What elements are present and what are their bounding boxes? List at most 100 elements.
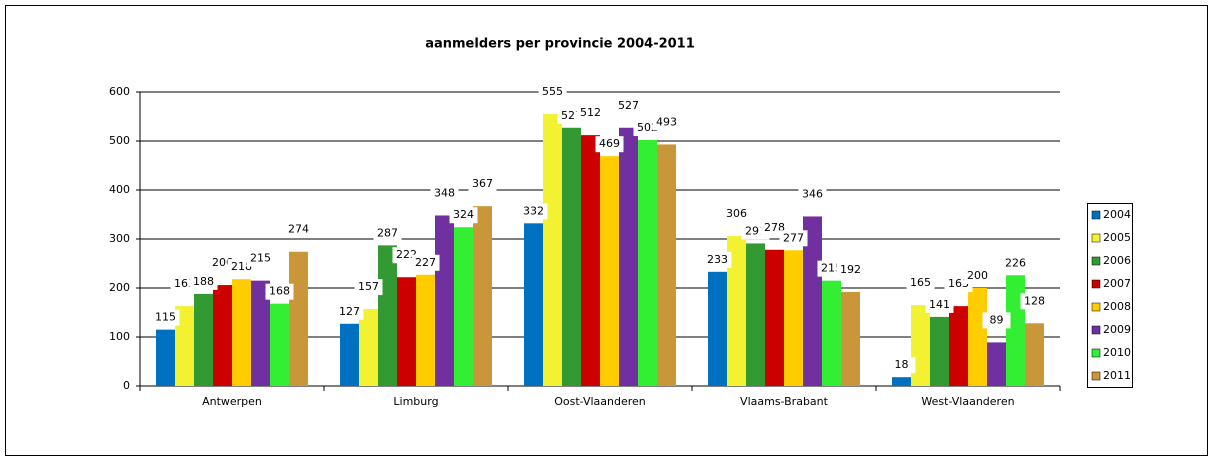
data-label-bg — [779, 230, 808, 247]
data-label-bg — [595, 136, 624, 153]
bar — [232, 279, 251, 386]
data-label: 157 — [358, 280, 379, 293]
data-label: 332 — [523, 204, 544, 217]
legend-swatch — [1091, 371, 1101, 381]
data-label: 277 — [783, 231, 804, 244]
bar — [803, 216, 822, 386]
bar — [727, 236, 746, 386]
data-label: 555 — [542, 85, 563, 98]
data-label-bg — [430, 185, 459, 202]
y-tick-label: 300 — [109, 232, 130, 245]
legend-swatch — [1091, 256, 1101, 266]
legend-label: 2010 — [1103, 346, 1131, 359]
bar — [270, 303, 289, 386]
bar — [581, 135, 600, 386]
bar — [1006, 275, 1025, 386]
data-label: 226 — [1005, 256, 1026, 269]
data-label: 306 — [726, 207, 747, 220]
bar — [638, 140, 657, 386]
data-label: 512 — [580, 106, 601, 119]
legend-swatch — [1091, 325, 1101, 335]
data-label: 89 — [990, 313, 1004, 326]
y-tick-label: 400 — [109, 183, 130, 196]
data-label: 367 — [472, 177, 493, 190]
x-tick-label: Vlaams-Brabant — [740, 395, 829, 408]
data-label-bg — [906, 275, 935, 292]
data-label: 233 — [707, 253, 728, 266]
bar — [968, 288, 987, 386]
bar — [892, 377, 911, 386]
data-label-bg — [284, 221, 313, 238]
legend-label: 2008 — [1103, 300, 1131, 313]
data-label: 188 — [193, 275, 214, 288]
data-label: 493 — [656, 115, 677, 128]
data-label-bg — [449, 207, 478, 224]
bar — [841, 291, 860, 386]
bar — [194, 293, 213, 386]
y-tick-label: 100 — [109, 330, 130, 343]
legend-label: 2007 — [1103, 277, 1131, 290]
bar — [251, 280, 270, 386]
data-label-bg — [1001, 255, 1030, 272]
bar — [600, 156, 619, 386]
bar — [822, 280, 841, 386]
data-label-bg — [468, 176, 497, 193]
bar — [340, 323, 359, 386]
data-label-bg — [722, 206, 751, 223]
legend-swatch — [1091, 348, 1101, 358]
data-label-bg — [703, 251, 732, 268]
data-label-bg — [538, 84, 567, 101]
bar — [175, 306, 194, 386]
data-label-bg — [335, 303, 364, 320]
y-tick-label: 600 — [109, 85, 130, 98]
x-tick-label: West-Vlaanderen — [921, 395, 1014, 408]
data-label-bg — [576, 105, 605, 122]
y-tick-label: 500 — [109, 134, 130, 147]
data-label: 192 — [840, 263, 861, 276]
data-label: 469 — [599, 137, 620, 150]
bar — [524, 223, 543, 386]
legend-label: 2006 — [1103, 254, 1131, 267]
data-label-bg — [373, 225, 402, 242]
legend-swatch — [1091, 210, 1101, 220]
data-label: 165 — [910, 276, 931, 289]
data-label: 274 — [288, 223, 309, 236]
bar — [359, 309, 378, 386]
bar — [708, 271, 727, 386]
bar — [562, 127, 581, 387]
bar — [619, 127, 638, 387]
data-label-bg — [982, 312, 1011, 329]
x-tick-label: Oost-Vlaanderen — [554, 395, 646, 408]
data-label: 168 — [269, 285, 290, 298]
data-label: 346 — [802, 187, 823, 200]
data-label-bg — [265, 283, 294, 300]
bar — [1025, 323, 1044, 386]
bar — [435, 215, 454, 386]
data-label: 348 — [434, 186, 455, 199]
data-label: 141 — [929, 298, 950, 311]
x-tick-label: Antwerpen — [202, 395, 262, 408]
data-label-bg — [246, 250, 275, 267]
data-label: 200 — [967, 269, 988, 282]
bar — [397, 277, 416, 386]
y-tick-label: 200 — [109, 281, 130, 294]
legend-label: 2009 — [1103, 323, 1131, 336]
bar — [657, 144, 676, 386]
legend-swatch — [1091, 233, 1101, 243]
data-label: 18 — [895, 358, 909, 371]
y-tick-label: 0 — [123, 379, 130, 392]
bar — [911, 305, 930, 386]
bar — [378, 245, 397, 386]
legend-swatch — [1091, 279, 1101, 289]
data-label: 115 — [155, 311, 176, 324]
data-label-bg — [925, 296, 954, 313]
data-label: 128 — [1024, 294, 1045, 307]
bar — [949, 306, 968, 386]
x-tick-label: Limburg — [393, 395, 438, 408]
bar — [784, 250, 803, 386]
chart-title: aanmelders per provincie 2004-2011 — [425, 37, 695, 52]
data-label: 527 — [618, 99, 639, 112]
bar — [454, 227, 473, 386]
bar — [930, 316, 949, 386]
